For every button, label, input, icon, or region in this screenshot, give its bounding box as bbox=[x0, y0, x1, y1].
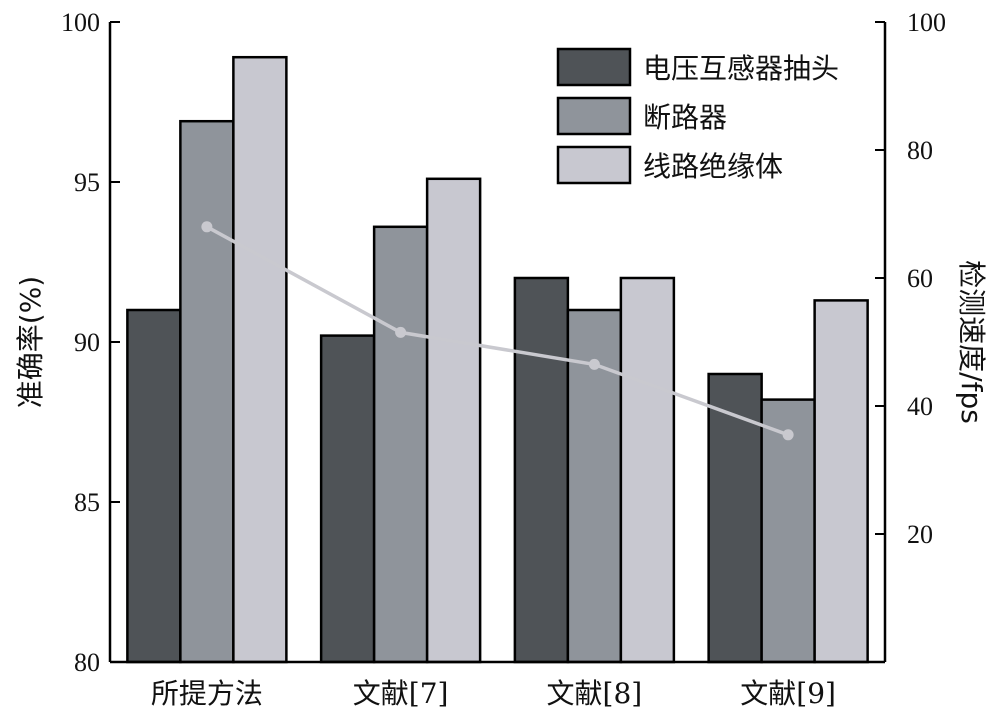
y-left-tick-label-3: 90 bbox=[74, 328, 100, 357]
y-right-tick-label-1: 20 bbox=[907, 520, 933, 549]
bar-2-2 bbox=[372, 225, 429, 664]
legend-label-1: 电压互感器抽头 bbox=[643, 52, 839, 85]
y-left-tick-label-4: 95 bbox=[74, 168, 100, 197]
speed-line bbox=[206, 225, 789, 437]
x-tick-label-1: 所提方法 bbox=[151, 677, 263, 710]
speed-point-2 bbox=[395, 326, 407, 338]
bar-3-3 bbox=[619, 276, 676, 664]
bars-layer bbox=[126, 55, 869, 664]
y-left-tick-label-5: 100 bbox=[61, 8, 100, 37]
legend-swatch-1 bbox=[556, 47, 632, 87]
y-left-tick-label-1: 80 bbox=[74, 648, 100, 677]
y-right-tick-label-5: 100 bbox=[907, 8, 946, 37]
legend-label-3: 线路绝缘体 bbox=[643, 150, 783, 183]
x-tick-label-3: 文献[8] bbox=[547, 677, 643, 710]
categories-layer: 所提方法 文献[7] 文献[8] 文献[9] bbox=[151, 677, 836, 710]
y-axis-left-label: 准确率(%) bbox=[14, 276, 47, 408]
speed-line-layer bbox=[201, 221, 794, 441]
y-right-tick-label-3: 60 bbox=[907, 264, 933, 293]
y-left-tick-label-2: 85 bbox=[74, 488, 100, 517]
bar-1-2 bbox=[319, 334, 376, 664]
y-right-tick-label-2: 40 bbox=[907, 392, 933, 421]
bar-1-1 bbox=[126, 308, 182, 664]
speed-point-4 bbox=[782, 429, 794, 441]
bar-1-3 bbox=[513, 276, 570, 664]
y-axis-right-label: 检测速度/fps bbox=[955, 260, 988, 424]
bar-3-2 bbox=[425, 177, 482, 664]
ticks-layer: 80 85 90 95 100 20 40 60 80 100 bbox=[61, 8, 946, 677]
bar-3-4 bbox=[813, 299, 869, 664]
legend-swatch-3 bbox=[556, 145, 632, 185]
bar-2-1 bbox=[179, 119, 235, 664]
legend-swatch-2 bbox=[556, 96, 632, 136]
legend-label-2: 断路器 bbox=[643, 101, 727, 134]
bar-3-1 bbox=[232, 55, 288, 664]
x-tick-label-4: 文献[9] bbox=[740, 677, 836, 710]
x-tick-label-2: 文献[7] bbox=[353, 677, 449, 710]
y-right-tick-label-4: 80 bbox=[907, 136, 933, 165]
speed-point-1 bbox=[201, 221, 213, 233]
speed-point-3 bbox=[588, 358, 600, 370]
